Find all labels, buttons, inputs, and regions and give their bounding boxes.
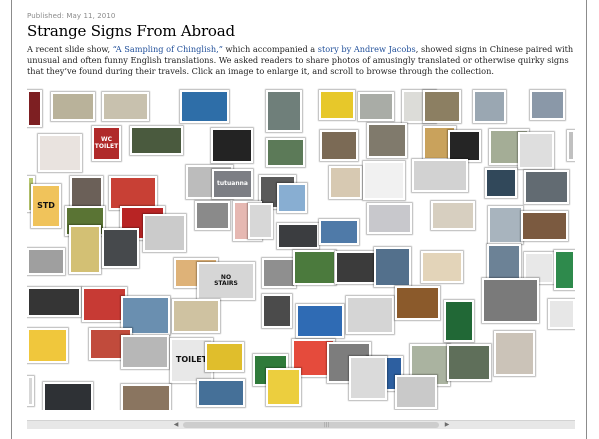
- photo-thumbnail[interactable]: [27, 328, 68, 363]
- photo-thumbnail[interactable]: [266, 90, 302, 132]
- photo-thumbnail[interactable]: [296, 304, 344, 338]
- photo-thumbnail[interactable]: [367, 203, 412, 234]
- photo-thumbnail[interactable]: [277, 183, 307, 213]
- scrollbar-thumb[interactable]: [183, 422, 439, 428]
- photo-thumbnail[interactable]: [211, 128, 253, 163]
- photo-thumbnail[interactable]: [266, 138, 305, 167]
- photo-thumbnail[interactable]: [448, 130, 481, 162]
- photo-thumbnail[interactable]: [494, 331, 535, 376]
- page-title: Strange Signs From Abroad: [27, 22, 235, 40]
- photo-thumbnail[interactable]: [195, 201, 230, 230]
- photo-thumbnail[interactable]: [524, 170, 569, 204]
- photo-thumbnail[interactable]: [521, 211, 568, 241]
- photo-thumbnail[interactable]: [488, 206, 523, 244]
- chinglish-slideshow-link[interactable]: “A Sampling of Chinglish,”: [112, 44, 223, 54]
- photo-thumbnail[interactable]: [395, 286, 440, 320]
- photo-thumbnail[interactable]: [431, 201, 475, 230]
- page-frame-right: [586, 0, 587, 439]
- intro-paragraph: A recent slide show, “A Sampling of Chin…: [27, 44, 575, 76]
- photo-thumbnail[interactable]: [293, 250, 336, 285]
- photo-thumbnail[interactable]: [277, 223, 319, 249]
- scrollbar-grip-icon: |||: [323, 422, 330, 428]
- photo-thumbnail[interactable]: [530, 90, 565, 120]
- photo-collage[interactable]: WC TOILET tutuanna STD NO STAIRS TOILET: [27, 86, 575, 410]
- photo-thumbnail[interactable]: [485, 168, 517, 198]
- photo-thumbnail[interactable]: [27, 376, 34, 406]
- photo-thumbnail[interactable]: [70, 176, 103, 209]
- photo-thumbnail[interactable]: [567, 130, 575, 161]
- photo-thumbnail[interactable]: [320, 130, 358, 161]
- photo-thumbnail[interactable]: [421, 251, 463, 283]
- photo-thumbnail[interactable]: [412, 159, 468, 192]
- photo-thumbnail[interactable]: [172, 299, 220, 333]
- photo-thumbnail[interactable]: [27, 287, 81, 317]
- photo-thumbnail[interactable]: [349, 356, 387, 400]
- photo-thumbnail[interactable]: [143, 214, 186, 252]
- scroll-right-icon[interactable]: ▶: [444, 421, 450, 428]
- photo-thumbnail[interactable]: [319, 90, 355, 120]
- photo-thumbnail[interactable]: [444, 300, 474, 342]
- photo-thumbnail[interactable]: [266, 368, 301, 406]
- photo-thumbnail[interactable]: [109, 176, 157, 210]
- photo-thumbnail[interactable]: [346, 296, 394, 334]
- intro-text-2: which accompanied a: [222, 44, 318, 54]
- andrew-jacobs-story-link[interactable]: story by Andrew Jacobs: [317, 44, 416, 54]
- photo-thumbnail[interactable]: [374, 247, 411, 287]
- photo-thumbnail[interactable]: [69, 225, 101, 274]
- photo-thumbnail[interactable]: [51, 92, 95, 121]
- photo-thumbnail[interactable]: [27, 90, 42, 127]
- photo-thumbnail[interactable]: [447, 344, 491, 381]
- photo-thumbnail[interactable]: [102, 92, 149, 121]
- photo-thumbnail[interactable]: [319, 219, 359, 245]
- photo-thumbnail[interactable]: [27, 248, 65, 275]
- scroll-left-icon[interactable]: ◀: [173, 421, 179, 428]
- photo-thumbnail[interactable]: [180, 90, 229, 123]
- photo-thumbnail[interactable]: [518, 132, 554, 169]
- photo-thumbnail[interactable]: [130, 126, 183, 155]
- intro-text-1: A recent slide show,: [27, 44, 113, 54]
- photo-thumbnail[interactable]: [262, 294, 292, 328]
- photo-thumbnail[interactable]: [335, 251, 378, 284]
- photo-thumbnail[interactable]: [482, 278, 539, 323]
- photo-thumbnail[interactable]: WC TOILET: [92, 126, 121, 161]
- photo-thumbnail[interactable]: [121, 335, 169, 369]
- photo-thumbnail[interactable]: [473, 90, 506, 123]
- photo-thumbnail[interactable]: [43, 382, 93, 410]
- photo-thumbnail[interactable]: [329, 166, 362, 199]
- photo-thumbnail[interactable]: [358, 92, 394, 121]
- published-date: Published: May 11, 2010: [27, 12, 116, 20]
- photo-thumbnail[interactable]: [367, 123, 407, 158]
- photo-thumbnail[interactable]: NO STAIRS: [197, 262, 255, 300]
- photo-thumbnail[interactable]: [554, 250, 575, 290]
- photo-thumbnail[interactable]: [262, 258, 296, 288]
- photo-thumbnail[interactable]: [121, 384, 171, 410]
- photo-thumbnail[interactable]: [248, 203, 273, 239]
- photo-thumbnail[interactable]: [38, 134, 82, 172]
- photo-thumbnail[interactable]: [197, 379, 245, 407]
- photo-thumbnail[interactable]: [102, 228, 139, 268]
- photo-thumbnail[interactable]: [205, 342, 244, 372]
- photo-thumbnail[interactable]: [548, 299, 575, 329]
- photo-thumbnail[interactable]: [363, 161, 405, 200]
- photo-thumbnail[interactable]: tutuanna: [212, 169, 253, 199]
- photo-thumbnail[interactable]: STD: [31, 184, 61, 228]
- photo-thumbnail[interactable]: [395, 375, 437, 409]
- intro-text-3: , showed signs in Chinese paired with un…: [27, 44, 574, 76]
- page-frame-left: [11, 0, 12, 439]
- horizontal-scrollbar[interactable]: ◀ ||| ▶: [27, 420, 575, 429]
- photo-thumbnail[interactable]: [423, 90, 461, 123]
